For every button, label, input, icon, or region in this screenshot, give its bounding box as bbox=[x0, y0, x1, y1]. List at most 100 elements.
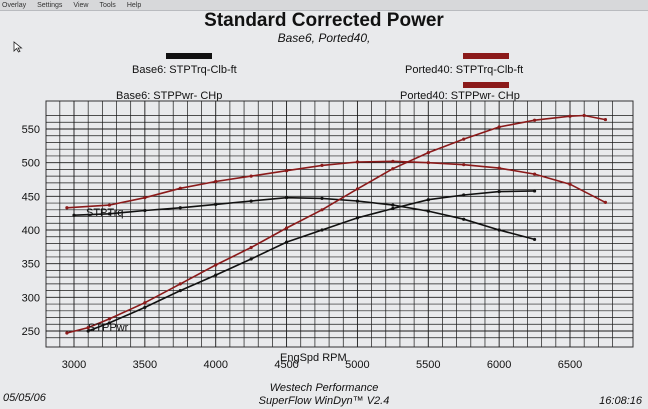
data-point bbox=[65, 206, 69, 210]
data-point bbox=[320, 228, 324, 232]
series-line-0 bbox=[73, 196, 535, 241]
data-point bbox=[249, 174, 253, 178]
x-tick-label: 3000 bbox=[62, 359, 86, 371]
data-point bbox=[320, 163, 324, 167]
data-point bbox=[603, 117, 608, 122]
data-point bbox=[320, 196, 324, 200]
annotation-power: STPPwr bbox=[88, 322, 129, 334]
footer-software: SuperFlow WinDyn™ V2.4 bbox=[258, 395, 390, 407]
data-point bbox=[462, 193, 466, 197]
data-point bbox=[143, 305, 147, 310]
menu-help[interactable]: Help bbox=[126, 1, 142, 9]
x-tick-labels: 3000 3500 4000 4500 5000 5500 6000 6500 bbox=[62, 359, 582, 371]
data-point bbox=[355, 216, 360, 220]
footer-time: 16:08:16 bbox=[599, 395, 642, 407]
y-tick-label: 300 bbox=[22, 292, 40, 304]
data-point bbox=[568, 182, 572, 186]
data-point bbox=[214, 273, 218, 277]
data-point bbox=[391, 159, 395, 163]
series-line-1 bbox=[66, 160, 606, 209]
plot-frame bbox=[45, 100, 634, 348]
data-point bbox=[462, 217, 466, 221]
data-point bbox=[426, 161, 430, 165]
data-point bbox=[582, 113, 586, 118]
data-point bbox=[214, 179, 218, 184]
data-point bbox=[355, 187, 360, 191]
menu-settings[interactable]: Settings bbox=[37, 1, 63, 9]
chart-title: Standard Corrected Power bbox=[204, 10, 444, 31]
data-point bbox=[107, 203, 112, 207]
data-point bbox=[284, 169, 289, 173]
grid bbox=[46, 101, 633, 347]
annotation-torque: STPTrq bbox=[86, 207, 124, 219]
data-point bbox=[284, 226, 289, 230]
x-tick-label: 5500 bbox=[416, 359, 440, 371]
data-point bbox=[497, 228, 501, 232]
data-point bbox=[391, 203, 395, 207]
series-lines bbox=[65, 113, 608, 335]
data-point bbox=[284, 240, 289, 244]
x-tick-label: 3500 bbox=[133, 359, 157, 371]
legend-swatch-ported40-power bbox=[463, 82, 509, 88]
y-tick-labels: 250 300 350 400 450 500 550 bbox=[22, 124, 40, 338]
x-tick-label: 4500 bbox=[274, 359, 298, 371]
series-line-2 bbox=[87, 190, 535, 332]
data-point bbox=[107, 212, 112, 216]
data-point bbox=[426, 209, 430, 213]
data-point bbox=[497, 166, 501, 170]
data-point bbox=[143, 208, 147, 213]
data-point bbox=[391, 167, 395, 171]
footer-company: Westech Performance bbox=[269, 382, 379, 394]
y-tick-label: 500 bbox=[22, 158, 40, 170]
data-point bbox=[178, 289, 182, 293]
data-point bbox=[391, 206, 395, 211]
legend-label-ported40-power: Ported40: STPPwr- CHp bbox=[400, 90, 520, 102]
x-axis-label: EngSpd RPM bbox=[280, 352, 347, 364]
menu-tools[interactable]: Tools bbox=[99, 1, 116, 9]
data-point bbox=[143, 301, 147, 305]
legend-label-base6-torque: Base6: STPTrq-Clb-ft bbox=[132, 64, 237, 76]
y-tick-label: 400 bbox=[22, 225, 40, 237]
data-point bbox=[426, 150, 430, 155]
y-tick-label: 450 bbox=[22, 191, 40, 203]
data-point bbox=[462, 137, 466, 141]
y-tick-label: 350 bbox=[22, 259, 40, 271]
data-point bbox=[462, 163, 466, 167]
x-tick-label: 6000 bbox=[487, 359, 511, 371]
data-point bbox=[355, 199, 360, 203]
data-point bbox=[178, 206, 182, 210]
data-point bbox=[178, 186, 182, 190]
data-point bbox=[72, 213, 76, 217]
data-point bbox=[214, 263, 218, 267]
mouse-pointer-icon bbox=[13, 41, 23, 53]
data-point bbox=[249, 245, 253, 250]
data-point bbox=[284, 196, 289, 200]
data-point bbox=[532, 189, 537, 193]
legend-swatch-ported40-torque bbox=[463, 53, 509, 59]
data-point bbox=[532, 118, 537, 122]
data-point bbox=[320, 208, 324, 212]
data-point bbox=[497, 190, 501, 194]
menu-view[interactable]: View bbox=[73, 1, 89, 9]
data-point bbox=[178, 282, 182, 286]
data-point bbox=[143, 196, 147, 200]
footer-date: 05/05/06 bbox=[3, 392, 46, 404]
data-point bbox=[86, 329, 90, 333]
legend-label-base6-power: Base6: STPPwr- CHp bbox=[116, 90, 223, 102]
data-point bbox=[107, 317, 112, 321]
menu-overlay[interactable]: Overlay bbox=[2, 1, 27, 9]
data-point bbox=[603, 200, 608, 204]
data-point bbox=[497, 125, 501, 129]
chart-subtitle: Base6, Ported40, bbox=[277, 31, 371, 45]
data-point bbox=[568, 114, 572, 118]
data-point bbox=[426, 198, 430, 202]
data-point bbox=[86, 326, 90, 330]
series-line-3 bbox=[66, 114, 606, 334]
data-point bbox=[107, 321, 112, 325]
y-tick-label: 550 bbox=[22, 124, 40, 136]
menu-bar: Overlay Settings View Tools Help bbox=[0, 0, 648, 11]
y-tick-label: 250 bbox=[22, 326, 40, 338]
data-point bbox=[65, 331, 69, 335]
